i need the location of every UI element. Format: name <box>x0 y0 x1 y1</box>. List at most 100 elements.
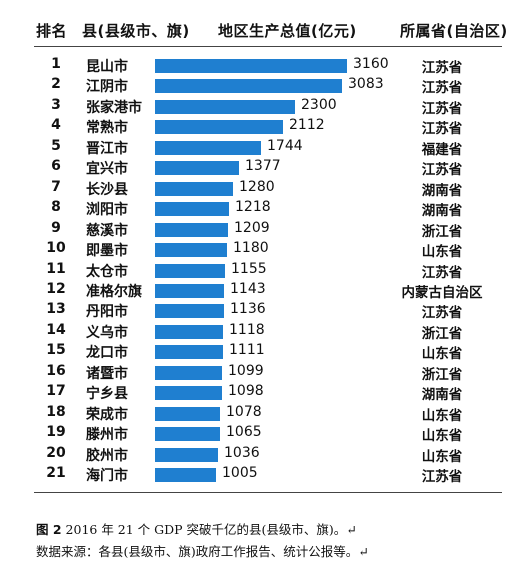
gdp-bar <box>155 263 225 278</box>
value-label: 1218 <box>235 199 271 216</box>
value-label: 1118 <box>229 321 265 338</box>
value-label: 2112 <box>289 117 325 134</box>
gdp-bar <box>155 222 228 237</box>
header-gdp: 地区生产总值(亿元) <box>218 22 357 40</box>
province-label: 江苏省 <box>421 80 463 97</box>
rank-label: 6 <box>51 158 61 175</box>
rank-label: 5 <box>51 137 61 154</box>
province-label: 江苏省 <box>421 121 463 138</box>
gdp-bar <box>155 427 220 442</box>
gdp-bar <box>155 304 224 319</box>
value-label: 1280 <box>239 178 275 195</box>
province-label: 江苏省 <box>421 469 463 485</box>
province-label: 山东省 <box>421 407 463 424</box>
county-label: 昆山市 <box>86 59 128 75</box>
province-label: 山东省 <box>421 448 463 465</box>
province-label: 浙江省 <box>421 223 463 240</box>
county-label: 龙口市 <box>86 345 128 362</box>
value-label: 1209 <box>234 219 270 236</box>
value-label: 1744 <box>267 137 303 154</box>
province-label: 湖南省 <box>421 203 463 220</box>
rank-label: 2 <box>51 76 61 93</box>
county-label: 荣成市 <box>86 406 128 423</box>
county-label: 准格尔旗 <box>86 283 142 300</box>
county-label: 太仓市 <box>86 263 128 280</box>
gdp-bar <box>155 243 227 258</box>
province-label: 江苏省 <box>421 162 463 179</box>
province-label: 江苏省 <box>421 264 463 281</box>
gdp-bar <box>155 79 342 94</box>
province-label: 湖南省 <box>421 387 463 404</box>
county-label: 张家港市 <box>86 99 142 116</box>
value-label: 1155 <box>231 260 267 277</box>
county-label: 宁乡县 <box>86 386 128 403</box>
value-label: 1098 <box>228 383 264 400</box>
gdp-bar <box>155 140 261 155</box>
header-rule <box>34 46 502 47</box>
rank-label: 3 <box>51 96 61 113</box>
rank-label: 10 <box>46 240 66 257</box>
province-label: 湖南省 <box>421 182 463 199</box>
bottom-rule <box>34 492 502 493</box>
rank-label: 16 <box>46 362 66 379</box>
value-label: 1036 <box>224 444 260 461</box>
gdp-bar <box>155 406 220 421</box>
county-label: 胶州市 <box>86 447 128 464</box>
rank-label: 8 <box>51 199 61 216</box>
rank-label: 21 <box>46 465 66 481</box>
rank-label: 7 <box>51 178 61 195</box>
county-label: 滕州市 <box>86 427 128 444</box>
province-label: 福建省 <box>421 141 463 158</box>
county-label: 海门市 <box>86 468 128 484</box>
county-label: 常熟市 <box>86 120 128 137</box>
county-label: 晋江市 <box>86 140 128 157</box>
gdp-bar <box>155 468 216 482</box>
rank-label: 18 <box>46 403 66 420</box>
gdp-bar <box>155 386 222 401</box>
header-county: 县(县级市、旗) <box>82 22 190 40</box>
county-label: 江阴市 <box>86 79 128 96</box>
rank-label: 20 <box>46 444 66 461</box>
figure-caption-text: 2016 年 21 个 GDP 突破千亿的县(县级市、旗)。↵ <box>61 522 357 537</box>
province-label: 浙江省 <box>421 366 463 383</box>
gdp-bar <box>155 324 223 339</box>
province-label: 山东省 <box>421 346 463 363</box>
rank-label: 14 <box>46 321 66 338</box>
rank-label: 1 <box>51 56 61 72</box>
county-label: 慈溪市 <box>86 222 128 239</box>
header-province: 所属省(自治区) <box>400 22 508 40</box>
county-label: 长沙县 <box>86 181 128 198</box>
rank-label: 9 <box>51 219 61 236</box>
rank-label: 12 <box>46 280 66 297</box>
gdp-bar <box>155 202 229 217</box>
gdp-bar <box>155 345 223 360</box>
county-label: 诸暨市 <box>86 365 128 382</box>
province-label: 江苏省 <box>421 100 463 117</box>
gdp-bar <box>155 365 222 380</box>
county-label: 义乌市 <box>86 324 128 341</box>
value-label: 3160 <box>353 56 389 72</box>
value-label: 1099 <box>228 362 264 379</box>
figure-caption: 图 2 2016 年 21 个 GDP 突破千亿的县(县级市、旗)。↵ <box>36 519 357 538</box>
gdp-bar <box>155 59 347 73</box>
gdp-bar <box>155 120 283 135</box>
value-label: 1078 <box>226 403 262 420</box>
value-label: 1143 <box>230 280 266 297</box>
gdp-bar <box>155 99 295 114</box>
value-label: 1377 <box>245 158 281 175</box>
figure-label: 图 2 <box>36 522 62 537</box>
value-label: 1065 <box>226 424 262 441</box>
rank-label: 4 <box>51 117 61 134</box>
data-source-note: 数据来源：各县(县级市、旗)政府工作报告、统计公报等。↵ <box>36 544 369 559</box>
value-label: 1111 <box>229 342 265 359</box>
rank-label: 15 <box>46 342 66 359</box>
province-label: 内蒙古自治区 <box>401 284 483 301</box>
rank-label: 19 <box>46 424 66 441</box>
county-label: 丹阳市 <box>86 304 128 321</box>
county-label: 即墨市 <box>86 243 128 260</box>
value-label: 3083 <box>348 76 384 93</box>
gdp-bar <box>155 447 218 462</box>
gdp-bar <box>155 161 239 176</box>
value-label: 1005 <box>222 465 258 481</box>
province-label: 山东省 <box>421 428 463 445</box>
